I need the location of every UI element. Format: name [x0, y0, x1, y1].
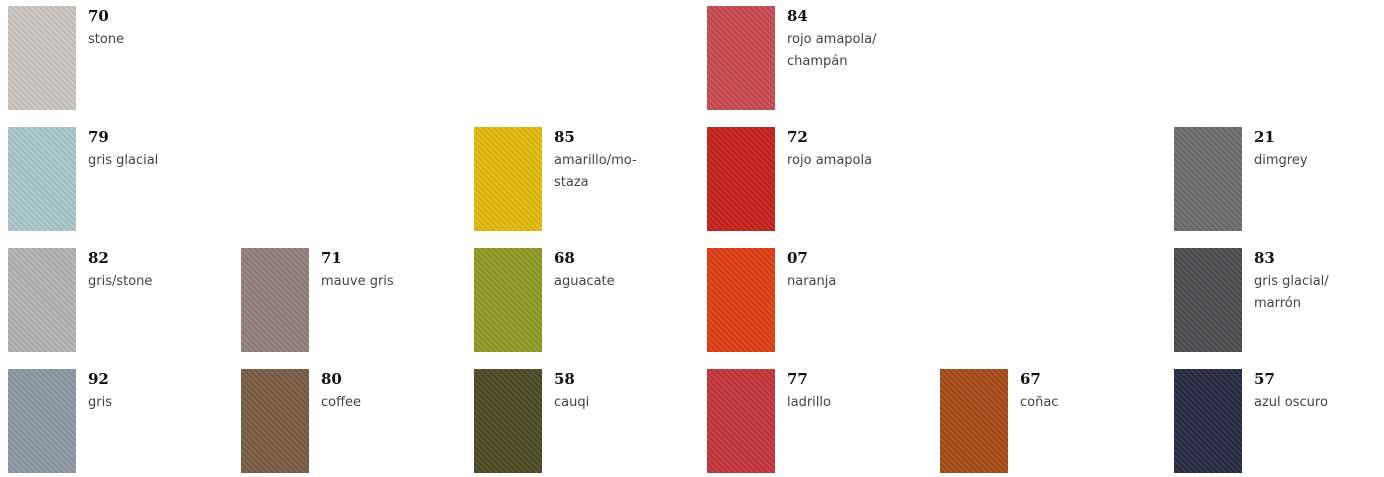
swatch-code: 79	[88, 128, 109, 146]
swatch-code: 21	[1254, 128, 1275, 146]
swatch-name: mauve gris	[321, 274, 394, 289]
color-swatch[interactable]	[474, 248, 542, 352]
swatch-code: 82	[88, 249, 109, 267]
color-swatch[interactable]	[241, 369, 309, 473]
swatch-name: rojo amapola/	[787, 32, 877, 47]
swatch-name: azul oscuro	[1254, 395, 1328, 410]
color-swatch[interactable]	[241, 248, 309, 352]
color-swatch[interactable]	[1174, 248, 1242, 352]
color-swatch[interactable]	[707, 127, 775, 231]
swatch-name: champán	[787, 54, 848, 69]
swatch-name: cauqi	[554, 395, 590, 410]
color-swatch[interactable]	[707, 6, 775, 110]
swatch-code: 71	[321, 249, 342, 267]
swatch-name: stone	[88, 32, 125, 47]
swatch-name: naranja	[787, 274, 837, 289]
swatch-code: 84	[787, 7, 808, 25]
color-swatch[interactable]	[940, 369, 1008, 473]
swatch-code: 57	[1254, 370, 1275, 388]
swatch-code: 85	[554, 128, 575, 146]
swatch-name: gris/stone	[88, 274, 153, 289]
color-swatch[interactable]	[474, 127, 542, 231]
swatch-name: aguacate	[554, 274, 615, 289]
swatch-code: 70	[88, 7, 109, 25]
color-swatch[interactable]	[1174, 127, 1242, 231]
swatch-name: amarillo/mo-	[554, 153, 637, 168]
color-swatch[interactable]	[474, 369, 542, 473]
swatch-code: 80	[321, 370, 342, 388]
swatch-name: staza	[554, 175, 589, 190]
swatch-name: gris	[88, 395, 112, 410]
swatch-code: 58	[554, 370, 575, 388]
swatch-code: 77	[787, 370, 808, 388]
swatch-name: ladrillo	[787, 395, 831, 410]
swatch-code: 07	[787, 249, 808, 267]
swatch-code: 68	[554, 249, 575, 267]
swatch-name: dimgrey	[1254, 153, 1308, 168]
swatch-name: coffee	[321, 395, 362, 410]
color-swatch[interactable]	[707, 248, 775, 352]
swatch-code: 92	[88, 370, 109, 388]
swatch-code: 67	[1020, 370, 1041, 388]
color-swatch[interactable]	[8, 127, 76, 231]
color-swatch[interactable]	[707, 369, 775, 473]
swatch-name: gris glacial	[88, 153, 159, 168]
color-swatch[interactable]	[8, 369, 76, 473]
swatch-name: gris glacial/	[1254, 274, 1329, 289]
swatch-code: 72	[787, 128, 808, 146]
color-swatch[interactable]	[8, 6, 76, 110]
color-swatch[interactable]	[8, 248, 76, 352]
swatch-name: rojo amapola	[787, 153, 873, 168]
swatch-name: coñac	[1020, 395, 1059, 410]
color-swatch[interactable]	[1174, 369, 1242, 473]
swatch-name: marrón	[1254, 296, 1301, 311]
swatch-code: 83	[1254, 249, 1275, 267]
